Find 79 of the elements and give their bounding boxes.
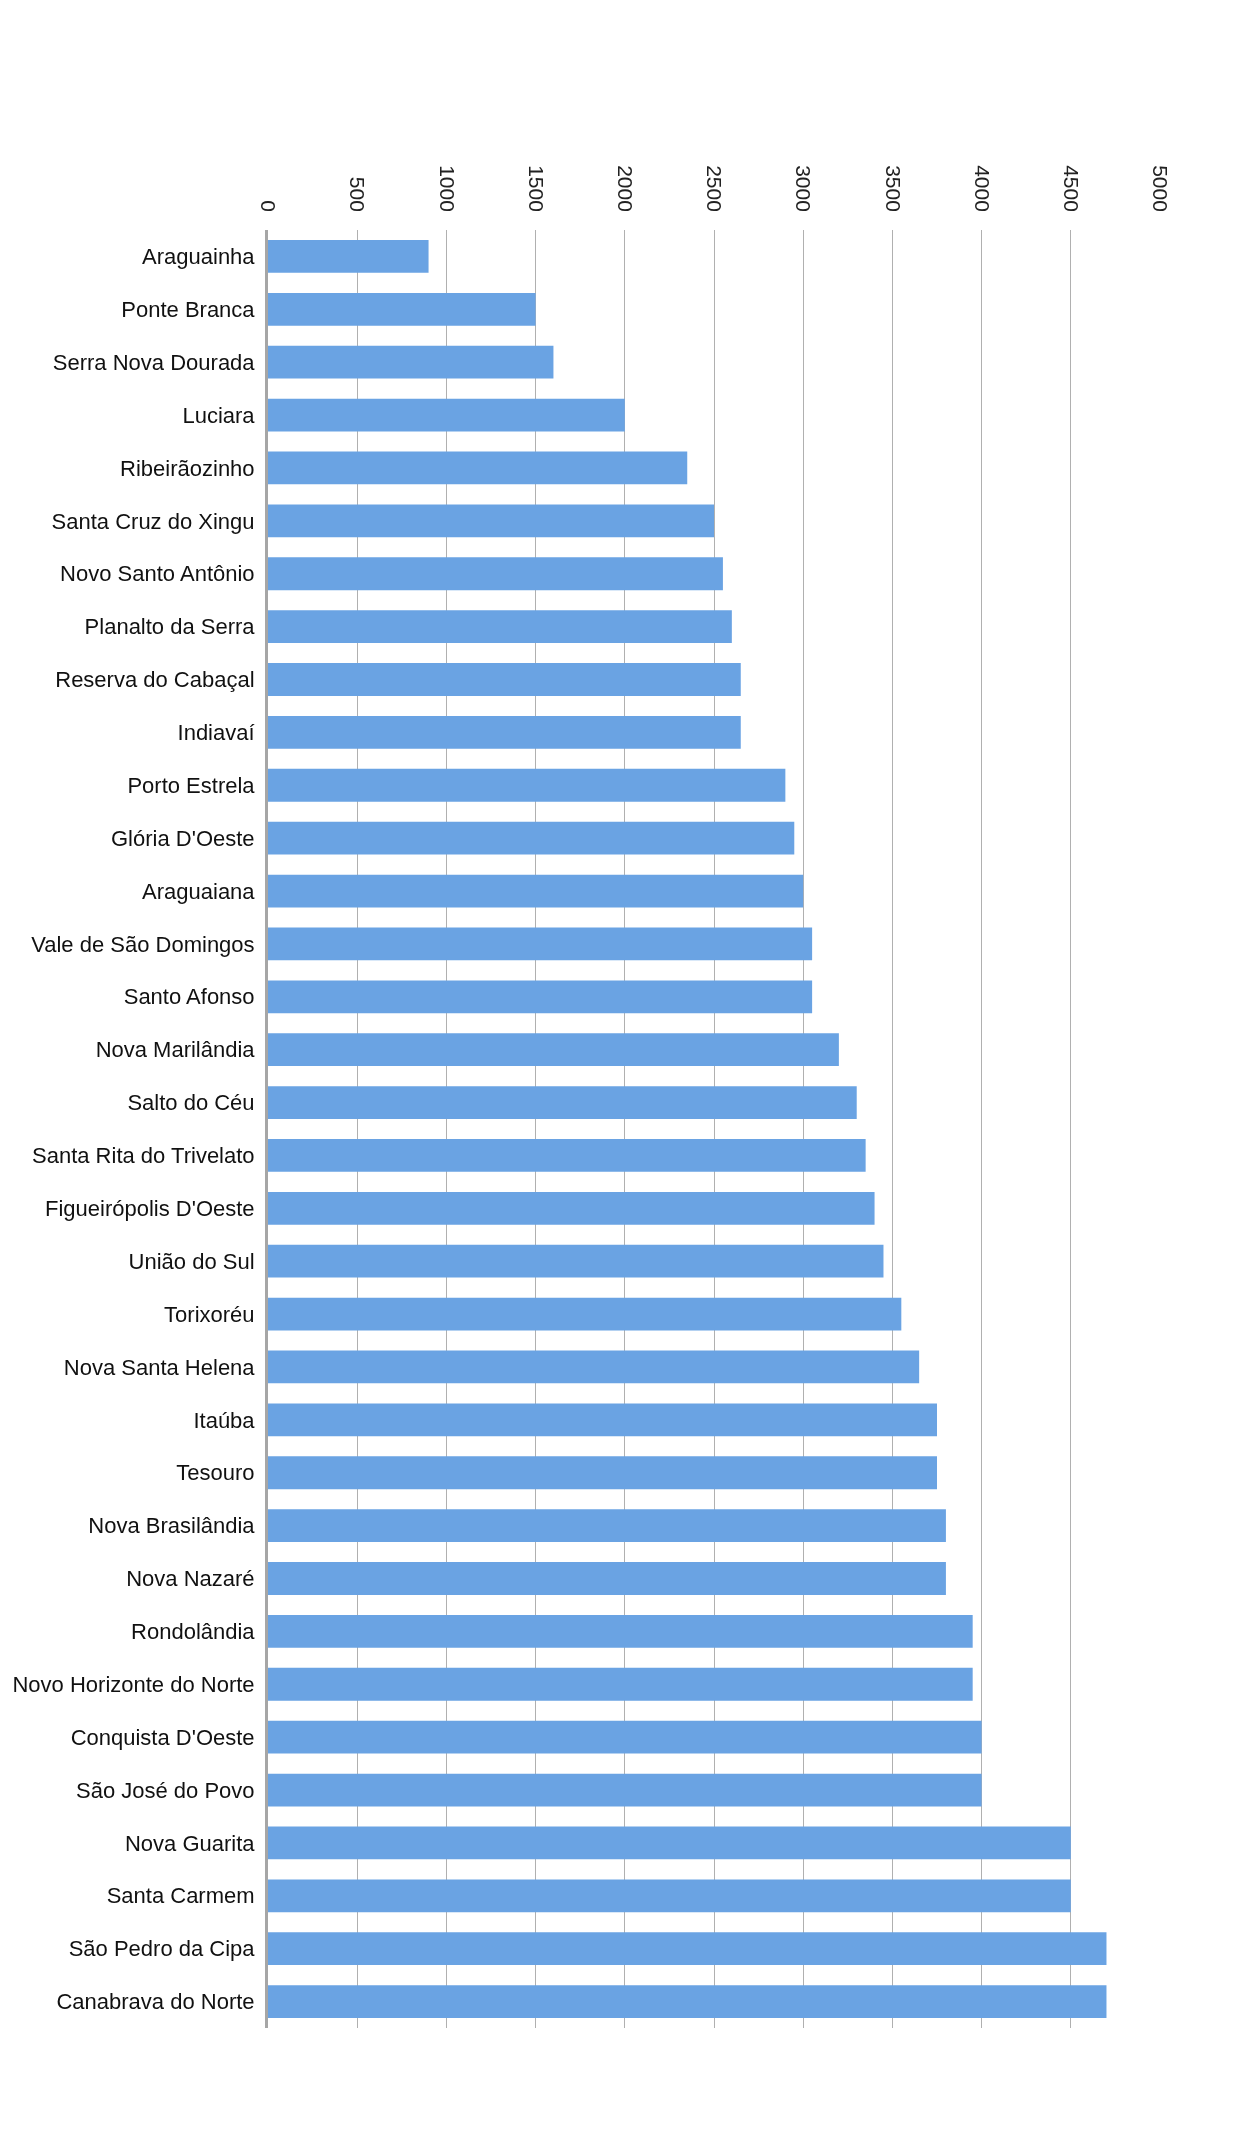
y-tick-label: Torixoréu	[164, 1301, 255, 1327]
y-tick-label: Rondolândia	[131, 1619, 256, 1645]
bar	[268, 1562, 946, 1595]
bar	[268, 1879, 1071, 1913]
y-tick-label: Canabrava do Norte	[56, 1989, 255, 2015]
x-tick-label: 0	[257, 200, 281, 212]
y-tick-label: Novo Santo Antônio	[60, 561, 255, 587]
y-tick-label: Indiavaí	[177, 720, 255, 746]
bar	[268, 240, 429, 273]
bar	[268, 610, 732, 644]
y-tick-label: Conquista D'Oeste	[70, 1724, 255, 1750]
y-tick-label: Tesouro	[176, 1460, 255, 1486]
x-tick-label: 4000	[970, 165, 994, 212]
y-tick-label: Nova Nazaré	[126, 1566, 255, 1592]
bar	[268, 1720, 982, 1754]
y-tick-label: Nova Santa Helena	[63, 1354, 256, 1380]
bar	[268, 1350, 920, 1384]
x-tick-label: 1000	[435, 165, 459, 212]
y-tick-label: Vale de São Domingos	[31, 931, 255, 957]
y-tick-label: Figueirópolis D'Oeste	[44, 1196, 255, 1222]
x-tick-label: 5000	[1149, 165, 1173, 212]
y-tick-label: Nova Guarita	[124, 1830, 256, 1856]
y-tick-label: Porto Estrela	[127, 772, 256, 798]
x-tick-label: 2500	[703, 165, 727, 212]
bar	[268, 1614, 973, 1648]
y-tick-label: Nova Brasilândia	[88, 1513, 256, 1539]
y-tick-label: Planalto da Serra	[84, 614, 256, 640]
y-tick-label: Araguainha	[142, 244, 256, 270]
y-tick-label: Nova Marilândia	[95, 1037, 256, 1063]
y-tick-label: Glória D'Oeste	[111, 825, 255, 851]
x-tick-label: 2000	[613, 165, 637, 212]
bar	[268, 1985, 1107, 2018]
bar	[268, 1244, 884, 1278]
bar	[268, 345, 554, 379]
bar	[268, 663, 741, 696]
y-tick-label: Salto do Céu	[127, 1090, 255, 1116]
bar	[268, 1826, 1071, 1860]
bar	[268, 1033, 839, 1067]
bar	[268, 1509, 946, 1543]
y-tick-label: Reserva do Cabaçal	[55, 667, 255, 693]
bar	[268, 1456, 937, 1490]
bar	[268, 1139, 866, 1172]
bar	[268, 1297, 902, 1331]
y-tick-label: União do Sul	[128, 1248, 255, 1274]
x-tick-label: 4500	[1059, 165, 1083, 212]
y-tick-label: Santa Carmem	[106, 1883, 255, 1909]
y-tick-label: São José do Povo	[76, 1777, 255, 1803]
y-tick-label: Ribeirãozinho	[120, 455, 255, 481]
x-tick-label: 3000	[792, 165, 816, 212]
bar	[268, 927, 813, 961]
bar	[268, 451, 688, 485]
x-tick-label: 3500	[881, 165, 905, 212]
bar	[268, 292, 536, 326]
bar	[268, 1403, 937, 1437]
y-tick-label: Novo Horizonte do Norte	[12, 1671, 255, 1697]
y-tick-label: Luciara	[182, 402, 256, 428]
bar	[268, 874, 804, 908]
bar	[268, 1667, 973, 1701]
y-tick-label: Ponte Branca	[121, 297, 256, 323]
y-tick-label: Santo Afonso	[123, 984, 255, 1010]
bar	[268, 504, 714, 538]
bar	[268, 821, 795, 855]
x-tick-label: 500	[346, 176, 370, 212]
y-tick-label: Serra Nova Dourada	[52, 349, 256, 375]
bar	[268, 768, 786, 802]
y-tick-label: Araguaiana	[142, 878, 256, 904]
bar	[268, 1773, 982, 1807]
x-tick-label: 1500	[524, 165, 548, 212]
bar	[268, 1191, 875, 1225]
y-tick-label: Santa Cruz do Xingu	[51, 508, 255, 534]
bar	[268, 1932, 1107, 1966]
bar	[268, 980, 813, 1014]
y-tick-label: Itaúba	[193, 1407, 256, 1433]
bar	[268, 1086, 857, 1119]
y-tick-label: Santa Rita do Trivelato	[32, 1143, 255, 1169]
y-tick-label: São Pedro da Cipa	[68, 1936, 256, 1962]
bar	[268, 398, 625, 432]
bar	[268, 715, 741, 749]
bar	[268, 557, 723, 591]
